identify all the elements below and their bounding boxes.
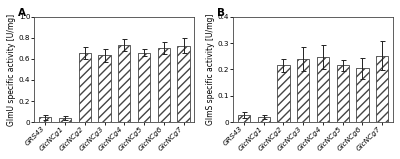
Bar [376, 56, 388, 122]
Bar [178, 46, 190, 122]
Bar [258, 117, 270, 122]
Bar [277, 66, 290, 122]
Bar [138, 53, 150, 122]
Bar [356, 68, 368, 122]
Bar [336, 66, 349, 122]
Bar [98, 55, 111, 122]
Bar [238, 115, 250, 122]
Text: A: A [18, 8, 26, 18]
Bar [59, 118, 71, 122]
Y-axis label: GlmU specific activity [U/mg]: GlmU specific activity [U/mg] [7, 13, 16, 125]
Y-axis label: GlmS specific activity [U/mg]: GlmS specific activity [U/mg] [206, 14, 214, 125]
Bar [79, 53, 91, 122]
Bar [39, 117, 51, 122]
Bar [297, 59, 309, 122]
Bar [317, 57, 329, 122]
Bar [118, 45, 130, 122]
Text: B: B [217, 8, 225, 18]
Bar [158, 48, 170, 122]
